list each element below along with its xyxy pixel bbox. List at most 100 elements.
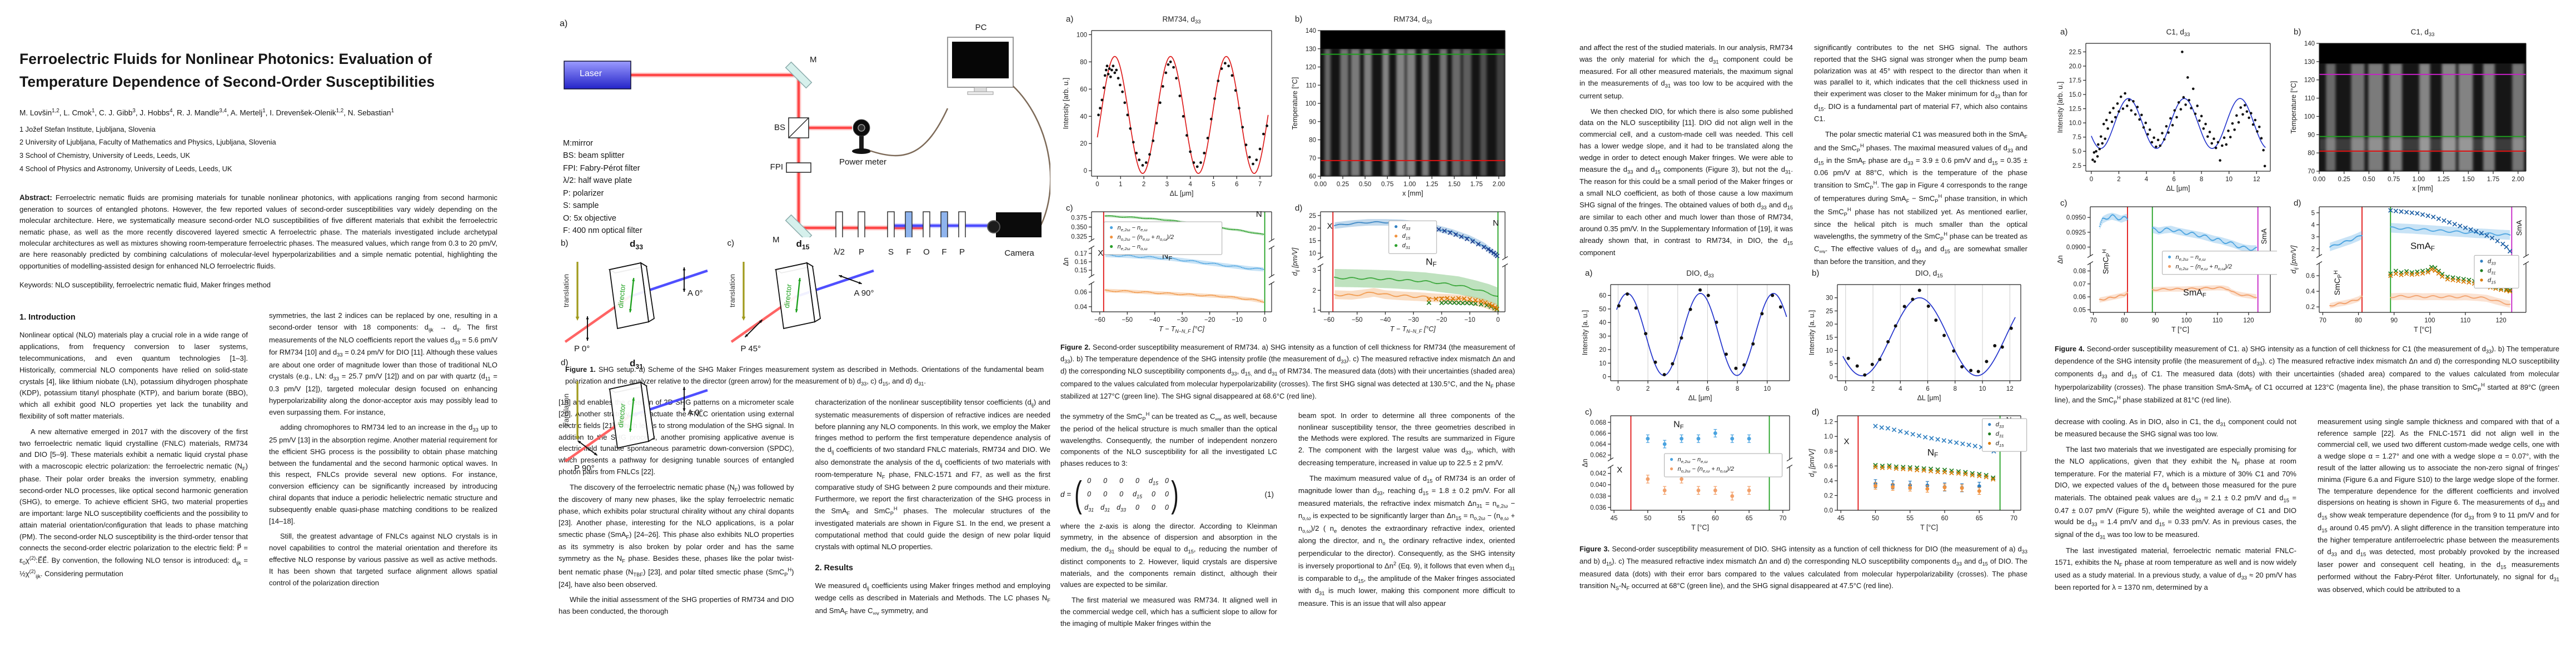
matrix-cell: 0 (1152, 490, 1155, 498)
figure4-caption-label: Figure 4. (2055, 345, 2085, 353)
paragraph: decrease with cooling. As in DIO, also i… (2055, 417, 2296, 439)
svg-text:80: 80 (1309, 137, 1316, 144)
svg-text:0: 0 (1496, 317, 1499, 323)
column: beam spot. In order to determine all thr… (1298, 410, 1515, 634)
svg-text:0: 0 (1616, 386, 1620, 392)
svg-text:RM734, d33: RM734, d33 (1162, 15, 1200, 25)
svg-text:0.068: 0.068 (1590, 420, 1606, 426)
matrix-cell: 0 (1119, 490, 1124, 498)
chart-svg: a) RM734, d33 0 20 40 60 80 100 0 1 2 3 4 5 6 7 ΔL [μm] I… (1062, 14, 1272, 197)
column: the symmetry of the SmCPH can be treated… (1060, 410, 1277, 634)
body-columns: 1. Introduction Nonlinear optical (NLO) … (19, 310, 497, 593)
svg-text:140: 140 (2304, 41, 2315, 47)
fringe-image (2319, 43, 2526, 171)
svg-text:20: 20 (1309, 225, 1316, 232)
left-paren: ( (1074, 474, 1082, 515)
series (1104, 288, 1264, 303)
svg-text:25: 25 (1309, 213, 1316, 220)
series (2388, 208, 2513, 254)
svg-text:2: 2 (2117, 176, 2120, 183)
svg-text:10: 10 (1309, 250, 1316, 257)
svg-text:65: 65 (1976, 515, 1983, 522)
optic-label: P (959, 247, 965, 257)
svg-text:x [mm]: x [mm] (1402, 190, 1423, 197)
svg-text:RM734, d33: RM734, d33 (1393, 15, 1432, 25)
svg-text:0.066: 0.066 (1590, 430, 1606, 437)
mirror (785, 61, 813, 89)
column: symmetries, the last 2 indices can be re… (269, 310, 497, 593)
svg-text:0: 0 (1084, 168, 1087, 175)
svg-text:65: 65 (1746, 515, 1753, 522)
svg-text:90: 90 (2152, 317, 2159, 324)
chart-svg: c) 0.0900 0.0925 0.0950 0.05 0.06 0.07 0.08 70 80… (2056, 198, 2277, 334)
svg-text:0.2: 0.2 (2306, 304, 2315, 311)
analyzer-angle-label: A 0° (687, 408, 703, 417)
column: decrease with cooling. As in DIO, also i… (2055, 416, 2296, 600)
legend-line: S: sample (563, 201, 599, 211)
beam-splitter-label: BS (774, 123, 785, 132)
svg-text:120: 120 (2304, 77, 2315, 84)
svg-text:4: 4 (2311, 222, 2315, 228)
svg-text:0.06: 0.06 (2074, 294, 2086, 301)
svg-text:−30: −30 (1177, 317, 1188, 323)
svg-text:−50: −50 (1352, 317, 1363, 323)
section-heading-introduction: 1. Introduction (19, 313, 76, 322)
mirror (785, 214, 813, 237)
page-2: a) Laser M BS FPI Power meter PC M Camera λ/2 P S F O… (559, 0, 1050, 667)
svg-text:DIO, d33: DIO, d33 (1686, 269, 1714, 279)
paragraph: Still, the greatest advantage of FNLCs a… (269, 532, 497, 587)
svg-text:40: 40 (1599, 320, 1606, 326)
body-columns: and affect the rest of the studied mater… (1580, 42, 2027, 272)
optic-label: S (888, 247, 894, 257)
svg-text:Intensity [arb. u.]: Intensity [arb. u.] (2056, 82, 2064, 133)
geometry-panel-d15: translation director c) d15 P 45° A 90° (725, 237, 889, 357)
figure2-panel-a-chart: a) RM734, d33 0 20 40 60 80 100 0 1 2 3 4 5 6 7 ΔL [μm] I… (1060, 14, 1278, 200)
svg-text:0.17: 0.17 (1075, 251, 1087, 257)
svg-text:40: 40 (1080, 113, 1087, 120)
svg-text:0.0950: 0.0950 (2066, 215, 2086, 221)
optic-slab (858, 211, 865, 237)
svg-text:0.25: 0.25 (2338, 176, 2350, 183)
svg-text:0.50: 0.50 (2363, 176, 2375, 183)
camera-body (996, 212, 1042, 237)
paragraph: We then checked DIO, for which there is … (1580, 107, 1793, 257)
matrix-cell: 0 (1164, 503, 1169, 511)
svg-text:7.5: 7.5 (2072, 135, 2081, 141)
svg-text:NF: NF (1426, 256, 1437, 268)
svg-text:50: 50 (1872, 515, 1879, 522)
svg-text:dij [pm/V]: dij [pm/V] (1808, 449, 1817, 477)
svg-text:SmAF: SmAF (2410, 241, 2435, 252)
svg-text:ne,2ω − no,ω: ne,2ω − no,ω (1118, 243, 1148, 251)
svg-text:0.036: 0.036 (1590, 505, 1606, 511)
series (1842, 297, 2016, 376)
svg-text:110: 110 (2305, 96, 2315, 102)
svg-text:c): c) (2060, 198, 2067, 208)
svg-text:6: 6 (1706, 386, 1709, 392)
svg-text:T [°C]: T [°C] (2414, 326, 2431, 334)
equation-number: (1) (1264, 490, 1274, 499)
svg-text:130: 130 (1306, 46, 1316, 53)
series (2388, 267, 2513, 294)
matrix-cell: 0 (1119, 476, 1124, 485)
series (1874, 482, 1981, 495)
svg-text:ΔL [μm]: ΔL [μm] (1688, 394, 1712, 402)
svg-text:N: N (1256, 210, 1262, 219)
matrix-cell: 0 (1103, 476, 1108, 485)
paragraph: where the z-axis is along the director. … (1060, 521, 1277, 589)
svg-text:2.00: 2.00 (1493, 181, 1505, 188)
svg-text:Intensity [a. u.]: Intensity [a. u.] (1581, 310, 1589, 355)
figure3: a) DIO, d33 0 10 20 30 40 50 60 0 2 4 6 8 10 ΔL [μm] Int… (1580, 268, 2027, 535)
legend-line: F: 400 nm optical filter (563, 226, 642, 236)
svg-text:a): a) (1066, 14, 1073, 24)
figure1-caption-label: Figure 1. (565, 365, 596, 374)
body-columns: decrease with cooling. As in DIO, also i… (2055, 416, 2559, 600)
optic-label: F (941, 247, 947, 257)
figure2-panel-b-chart: b) RM734, d33 60 70 80 90 100 110 120 130 140 0.00 0… (1289, 14, 1512, 200)
affiliations: 1 Jožef Stefan Institute, Ljubljana, Slo… (19, 123, 497, 176)
series (2329, 293, 2363, 308)
svg-text:dij [pm/V]: dij [pm/V] (2290, 245, 2299, 273)
svg-text:X: X (1098, 248, 1103, 258)
svg-text:−60: −60 (1323, 317, 1334, 323)
geometry-panel-d31: translation director d) d31 P 90° A 0° (559, 357, 723, 476)
